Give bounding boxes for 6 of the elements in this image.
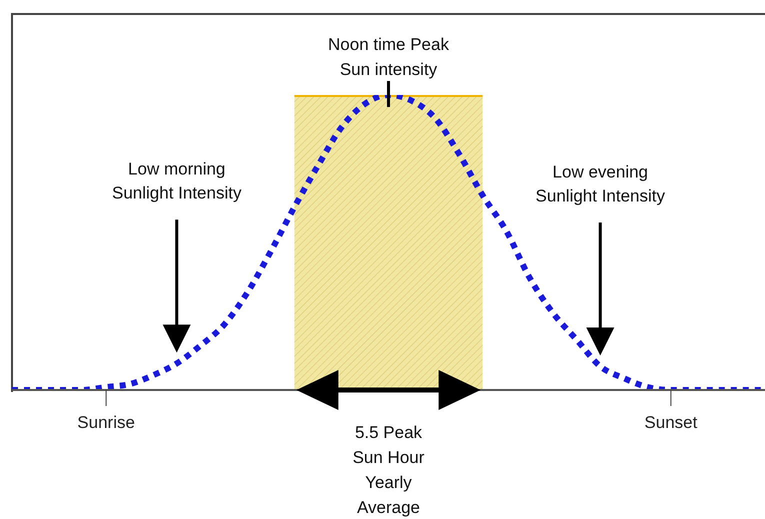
annotation: Low evening Sunlight Intensity — [536, 162, 666, 206]
x-tick-label: Sunrise — [77, 413, 135, 432]
x-tick-label: Sunset — [644, 413, 698, 432]
text: Noon time Peak Sun intensity — [328, 35, 450, 79]
text: 5.5 Peak Sun Hour Yearly Average — [352, 423, 425, 517]
annotation: Low morning Sunlight Intensity — [112, 160, 242, 203]
